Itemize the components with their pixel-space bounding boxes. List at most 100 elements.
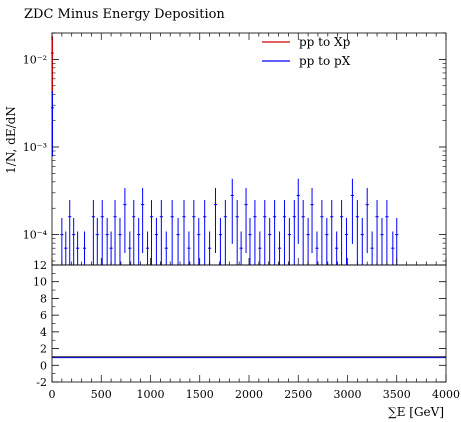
bottom-x-ticks: 0 500 1000 1500 2000 2500 3000 3500 4000 xyxy=(49,375,460,401)
data-point-s1-49 xyxy=(296,178,300,244)
data-point-s1-0 xyxy=(50,91,55,157)
ratio-series-group xyxy=(52,356,446,359)
data-point-s1-35 xyxy=(230,178,234,244)
data-point-s1-34 xyxy=(223,200,227,265)
data-point-s1-2 xyxy=(64,231,68,265)
x-tick-label-2: 1000 xyxy=(137,388,165,401)
data-point-s1-54 xyxy=(320,200,324,265)
data-point-s1-67 xyxy=(385,200,389,265)
data-point-s1-37 xyxy=(239,231,243,265)
data-point-s1-68 xyxy=(391,231,395,265)
data-point-s1-5 xyxy=(76,231,80,265)
x-tick-label-6: 3000 xyxy=(334,388,362,401)
bottom-y-tick-label-1: 10 xyxy=(33,276,47,289)
top-y-tick-label-1: 10⁻³ xyxy=(23,141,47,154)
data-point-s1-60 xyxy=(350,178,355,244)
data-point-s1-55 xyxy=(325,217,329,265)
data-point-s1-13 xyxy=(118,217,122,265)
data-point-s1-31 xyxy=(208,231,212,265)
data-point-s1-4 xyxy=(72,217,76,265)
top-y-tick-label-2: 10⁻⁴ xyxy=(23,229,48,242)
data-point-s1-1 xyxy=(60,217,64,265)
x-tick-label-7: 3500 xyxy=(383,388,411,401)
x-tick-label-1: 500 xyxy=(91,388,112,401)
data-point-s1-62 xyxy=(360,217,364,265)
data-point-s1-39 xyxy=(248,217,252,265)
bottom-y-tick-label-2: 8 xyxy=(40,292,47,305)
data-point-s1-69 xyxy=(395,217,399,265)
bottom-y-tick-label-6: 0 xyxy=(40,359,47,372)
data-point-s1-50 xyxy=(301,200,305,265)
data-point-s1-33 xyxy=(218,217,223,265)
data-point-s1-38 xyxy=(244,187,248,254)
data-point-s1-47 xyxy=(287,217,291,265)
top-panel: 10⁻² 10⁻³ 10⁻⁴ xyxy=(23,32,447,266)
data-point-s1-48 xyxy=(292,200,296,265)
data-point-s0-0 xyxy=(50,36,55,102)
y-axis-label: 1/N, dE/dN xyxy=(4,106,18,174)
data-point-s1-8 xyxy=(95,217,99,265)
x-tick-label-8: 4000 xyxy=(432,388,460,401)
x-tick-label-5: 2500 xyxy=(284,388,312,401)
data-point-s1-52 xyxy=(310,187,314,254)
data-point-s1-14 xyxy=(123,187,127,254)
data-point-s1-6 xyxy=(82,231,87,265)
data-point-s1-56 xyxy=(330,200,334,265)
data-point-s1-59 xyxy=(344,217,349,265)
data-point-s1-43 xyxy=(268,217,272,265)
data-point-s1-42 xyxy=(263,200,267,265)
data-point-s1-23 xyxy=(164,231,168,265)
data-point-s1-20 xyxy=(149,200,154,265)
bottom-y-tick-label-3: 6 xyxy=(40,309,47,322)
data-point-s1-10 xyxy=(105,217,109,265)
data-point-s1-29 xyxy=(197,217,201,265)
data-point-s1-3 xyxy=(68,200,72,265)
data-point-s1-46 xyxy=(282,200,287,265)
data-point-s1-28 xyxy=(192,200,196,265)
data-point-s1-27 xyxy=(187,231,191,265)
data-point-s1-17 xyxy=(137,217,141,265)
data-point-s1-32 xyxy=(213,187,218,254)
x-axis-label: ∑E [GeV] xyxy=(388,405,444,419)
data-point-s1-30 xyxy=(203,200,207,265)
data-point-s1-66 xyxy=(380,217,384,265)
data-point-s1-9 xyxy=(100,200,104,265)
data-point-s1-11 xyxy=(109,231,113,265)
top-y-ticks: 10⁻² 10⁻³ 10⁻⁴ xyxy=(23,32,446,262)
data-point-s1-40 xyxy=(253,200,257,265)
data-point-s1-24 xyxy=(170,200,174,265)
data-point-s1-36 xyxy=(235,200,239,265)
x-tick-label-0: 0 xyxy=(49,388,56,401)
data-point-s1-7 xyxy=(91,200,95,265)
data-point-s1-64 xyxy=(370,231,374,265)
legend-label-pp-to-xp: pp to Xp xyxy=(299,35,351,49)
bottom-y-tick-label-7: -2 xyxy=(36,376,47,389)
data-point-s1-25 xyxy=(176,217,180,265)
legend-label-pp-to-px: pp to pX xyxy=(299,54,351,68)
bottom-y-tick-label-4: 4 xyxy=(40,326,47,339)
top-x-ticks xyxy=(51,33,447,265)
data-point-s1-15 xyxy=(128,231,132,265)
data-point-s1-51 xyxy=(306,217,310,265)
bottom-y-tick-label-0: 12 xyxy=(33,259,47,272)
data-point-s1-19 xyxy=(145,231,150,265)
data-point-s1-41 xyxy=(258,231,262,265)
data-point-s1-22 xyxy=(159,200,163,265)
top-y-tick-label-0: 10⁻² xyxy=(23,53,47,66)
data-point-s1-21 xyxy=(154,217,159,265)
data-point-s1-16 xyxy=(132,200,136,265)
data-point-s1-58 xyxy=(339,200,344,265)
data-point-s1-63 xyxy=(365,187,369,254)
x-tick-label-4: 2000 xyxy=(235,388,263,401)
data-point-s1-57 xyxy=(335,231,339,265)
data-point-s1-45 xyxy=(277,231,282,265)
data-point-s1-44 xyxy=(273,200,277,265)
data-point-s1-12 xyxy=(113,200,117,265)
bottom-y-ticks: 12 10 8 6 4 2 0 -2 xyxy=(33,259,446,389)
data-point-s1-18 xyxy=(141,187,145,254)
bottom-y-tick-label-5: 2 xyxy=(40,343,47,356)
chart-title: ZDC Minus Energy Deposition xyxy=(24,7,225,22)
data-point-s1-53 xyxy=(315,231,319,265)
